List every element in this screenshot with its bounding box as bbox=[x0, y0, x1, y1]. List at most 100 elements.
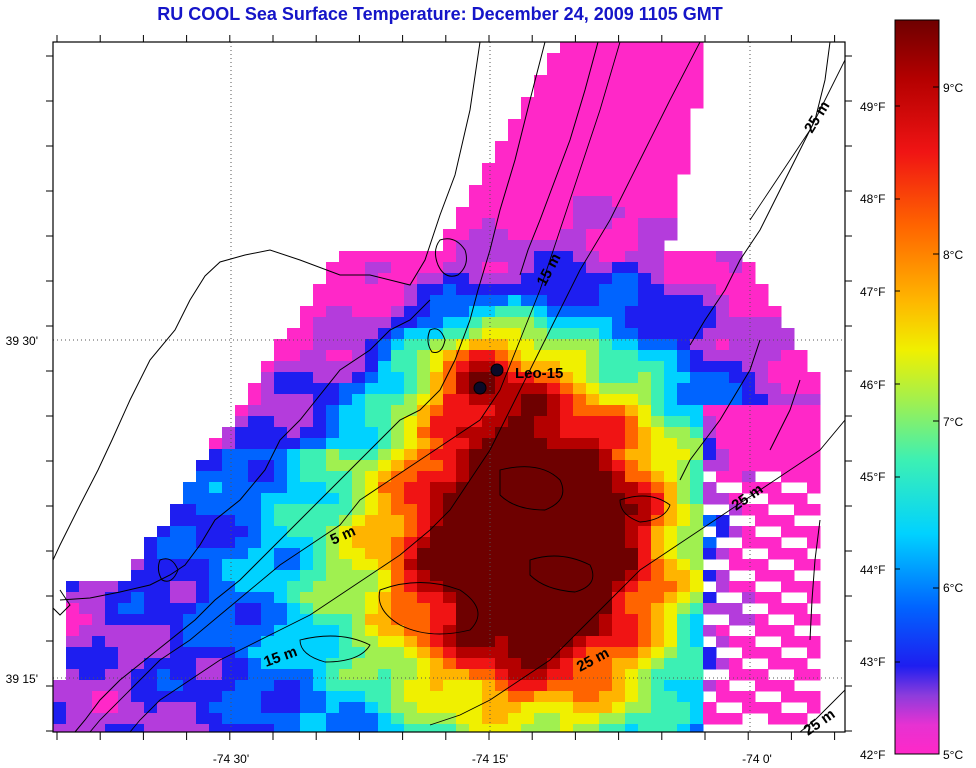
sst-pixel bbox=[417, 504, 431, 516]
sst-pixel bbox=[755, 504, 769, 516]
sst-pixel bbox=[664, 53, 678, 65]
sst-pixel bbox=[352, 537, 366, 549]
sst-pixel bbox=[105, 603, 119, 615]
sst-pixel bbox=[495, 174, 509, 186]
sst-pixel bbox=[716, 317, 730, 329]
sst-pixel bbox=[248, 427, 262, 439]
sst-pixel bbox=[534, 537, 548, 549]
sst-pixel bbox=[508, 218, 522, 230]
sst-pixel bbox=[508, 636, 522, 648]
sst-pixel bbox=[586, 86, 600, 98]
sst-pixel bbox=[300, 328, 314, 340]
sst-pixel bbox=[274, 482, 288, 494]
sst-pixel bbox=[625, 97, 639, 109]
sst-pixel bbox=[495, 284, 509, 296]
sst-pixel bbox=[417, 306, 431, 318]
sst-pixel bbox=[469, 328, 483, 340]
sst-pixel bbox=[378, 647, 392, 659]
sst-pixel bbox=[651, 713, 665, 725]
sst-pixel bbox=[326, 328, 340, 340]
sst-pixel bbox=[391, 581, 405, 593]
sst-pixel bbox=[729, 394, 743, 406]
sst-pixel bbox=[534, 383, 548, 395]
lon-label-74-30: -74 30' bbox=[213, 752, 249, 766]
sst-pixel bbox=[209, 702, 223, 714]
sst-pixel bbox=[625, 328, 639, 340]
sst-pixel bbox=[326, 724, 340, 732]
sst-pixel bbox=[755, 537, 769, 549]
sst-pixel bbox=[222, 636, 236, 648]
sst-pixel bbox=[573, 339, 587, 351]
sst-pixel bbox=[599, 130, 613, 142]
sst-pixel bbox=[729, 317, 743, 329]
sst-pixel bbox=[742, 372, 756, 384]
sst-pixel bbox=[560, 581, 574, 593]
sst-pixel bbox=[716, 625, 730, 637]
sst-pixel bbox=[586, 394, 600, 406]
sst-pixel bbox=[170, 669, 184, 681]
sst-pixel bbox=[352, 251, 366, 263]
sst-pixel bbox=[482, 405, 496, 417]
sst-pixel bbox=[209, 570, 223, 582]
sst-pixel bbox=[508, 295, 522, 307]
sst-pixel bbox=[495, 394, 509, 406]
sst-pixel bbox=[144, 625, 158, 637]
sst-pixel bbox=[508, 724, 522, 732]
sst-pixel bbox=[235, 416, 249, 428]
sst-pixel bbox=[573, 449, 587, 461]
sst-pixel bbox=[235, 724, 249, 732]
sst-pixel bbox=[586, 416, 600, 428]
sst-pixel bbox=[391, 713, 405, 725]
sst-pixel bbox=[560, 251, 574, 263]
sst-pixel bbox=[716, 295, 730, 307]
sst-pixel bbox=[482, 636, 496, 648]
sst-pixel bbox=[794, 493, 808, 505]
sst-pixel bbox=[456, 350, 470, 362]
sst-pixel bbox=[144, 537, 158, 549]
sst-pixel bbox=[495, 163, 509, 175]
sst-pixel bbox=[339, 372, 353, 384]
sst-pixel bbox=[248, 724, 262, 732]
sst-pixel bbox=[430, 669, 444, 681]
sst-pixel bbox=[209, 471, 223, 483]
sst-pixel bbox=[339, 581, 353, 593]
sst-pixel bbox=[781, 328, 795, 340]
sst-pixel bbox=[235, 515, 249, 527]
sst-pixel bbox=[430, 262, 444, 274]
sst-pixel bbox=[222, 482, 236, 494]
sst-pixel bbox=[612, 460, 626, 472]
sst-pixel bbox=[521, 724, 535, 732]
sst-pixel bbox=[586, 119, 600, 131]
sst-pixel bbox=[612, 724, 626, 732]
sst-pixel bbox=[339, 273, 353, 285]
sst-pixel bbox=[729, 383, 743, 395]
sst-pixel bbox=[274, 713, 288, 725]
sst-pixel bbox=[521, 647, 535, 659]
sst-pixel bbox=[534, 108, 548, 120]
sst-pixel bbox=[664, 724, 678, 732]
sst-pixel bbox=[573, 306, 587, 318]
sst-pixel bbox=[391, 372, 405, 384]
sst-pixel bbox=[599, 680, 613, 692]
sst-pixel bbox=[300, 482, 314, 494]
sst-pixel bbox=[638, 328, 652, 340]
sst-pixel bbox=[560, 482, 574, 494]
sst-pixel bbox=[651, 372, 665, 384]
sst-pixel bbox=[417, 691, 431, 703]
sst-pixel bbox=[495, 273, 509, 285]
sst-pixel bbox=[638, 636, 652, 648]
sst-pixel bbox=[742, 273, 756, 285]
sst-pixel bbox=[313, 328, 327, 340]
sst-pixel bbox=[560, 394, 574, 406]
sst-pixel bbox=[92, 625, 106, 637]
sst-pixel bbox=[534, 581, 548, 593]
sst-pixel bbox=[430, 581, 444, 593]
sst-pixel bbox=[404, 405, 418, 417]
sst-pixel bbox=[703, 680, 717, 692]
sst-pixel bbox=[547, 196, 561, 208]
sst-pixel bbox=[469, 306, 483, 318]
sst-pixel bbox=[534, 702, 548, 714]
sst-pixel bbox=[274, 669, 288, 681]
sst-pixel bbox=[755, 559, 769, 571]
sst-pixel bbox=[664, 658, 678, 670]
